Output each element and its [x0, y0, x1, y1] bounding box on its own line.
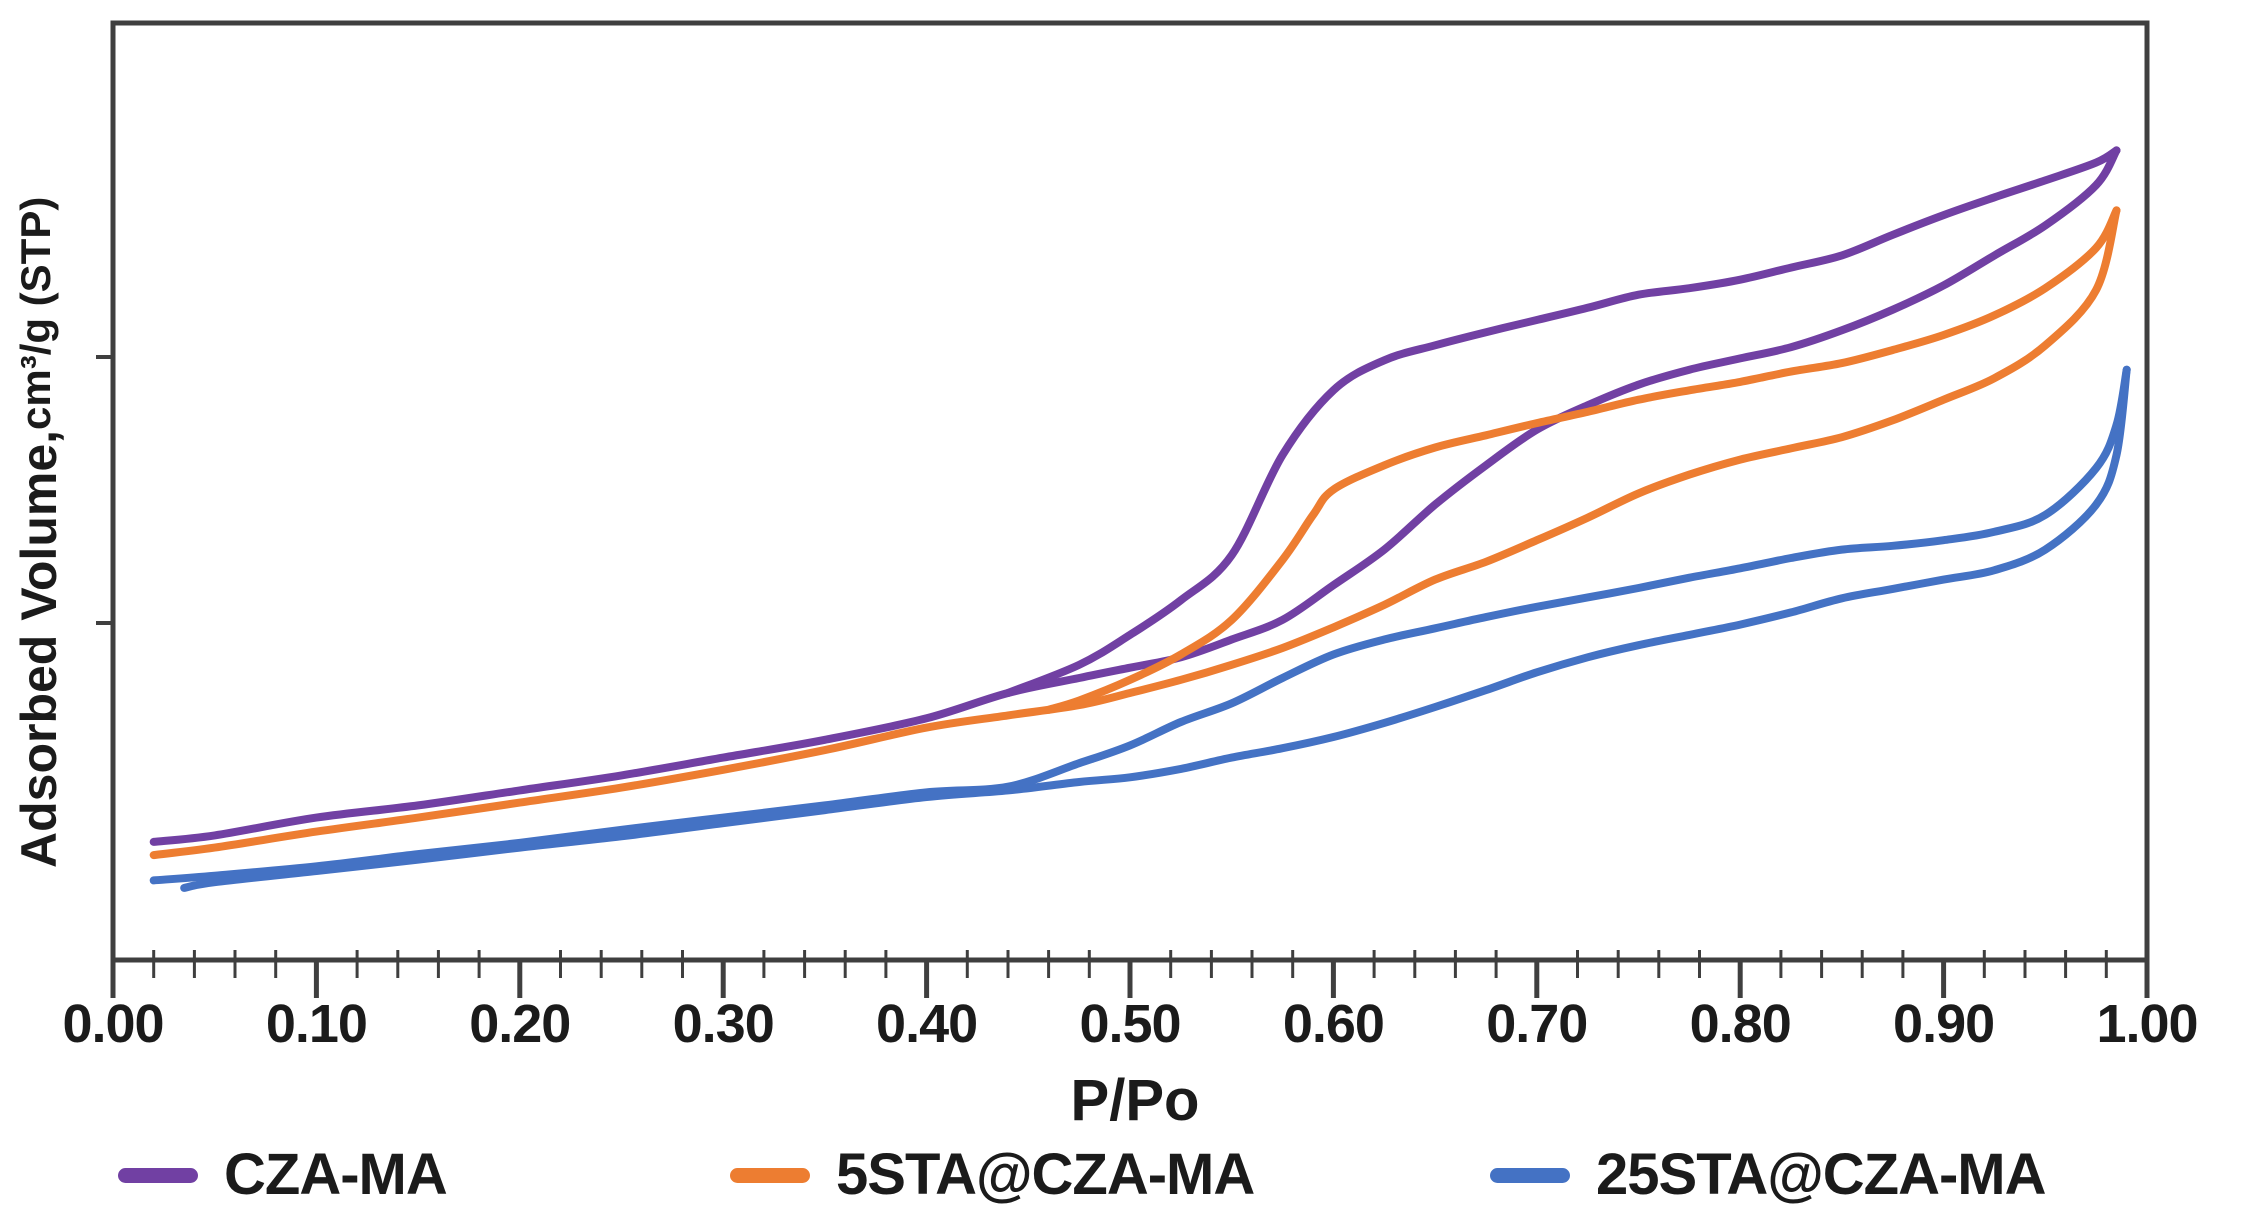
y-axis-title-main: Adsorbed Volume,: [11, 430, 67, 868]
curve-5sta-cza-ma-desorption: [1044, 206, 2121, 714]
x-tick-label: 0.30: [673, 994, 774, 1054]
x-axis-title: P/Po: [1071, 1068, 1200, 1133]
x-tick-label: 0.60: [1283, 994, 1384, 1054]
curve-25sta-cza-ma-adsorption: [180, 365, 2131, 892]
x-tick-label: 0.20: [469, 994, 570, 1054]
curve-cza-ma-desorption: [1004, 146, 2121, 697]
x-axis-tick-labels: 0.00 0.10 0.20 0.30 0.40 0.50 0.60 0.70 0.80 0.90…: [62, 994, 2198, 1054]
x-tick-label: 0.80: [1690, 994, 1791, 1054]
x-tick-label: 0.10: [266, 994, 367, 1054]
x-axis-ticks: [110, 950, 2150, 998]
x-tick-label: 1.00: [2096, 994, 2197, 1054]
x-tick-label: 0.70: [1486, 994, 1587, 1054]
isotherm-curves: [149, 146, 2131, 892]
y-axis-title-units: cm³/g (STP): [12, 197, 59, 430]
x-tick-label: 0.00: [62, 994, 163, 1054]
x-tick-label: 0.90: [1893, 994, 1994, 1054]
curve-cza-ma-adsorption: [149, 146, 2121, 846]
y-axis-ticks: [96, 355, 113, 625]
x-tick-label: 0.50: [1079, 994, 1180, 1054]
curve-5sta-cza-ma-adsorption: [149, 206, 2121, 860]
curve-25sta-cza-ma-desorption: [149, 365, 2131, 885]
x-tick-label: 0.40: [876, 994, 977, 1054]
